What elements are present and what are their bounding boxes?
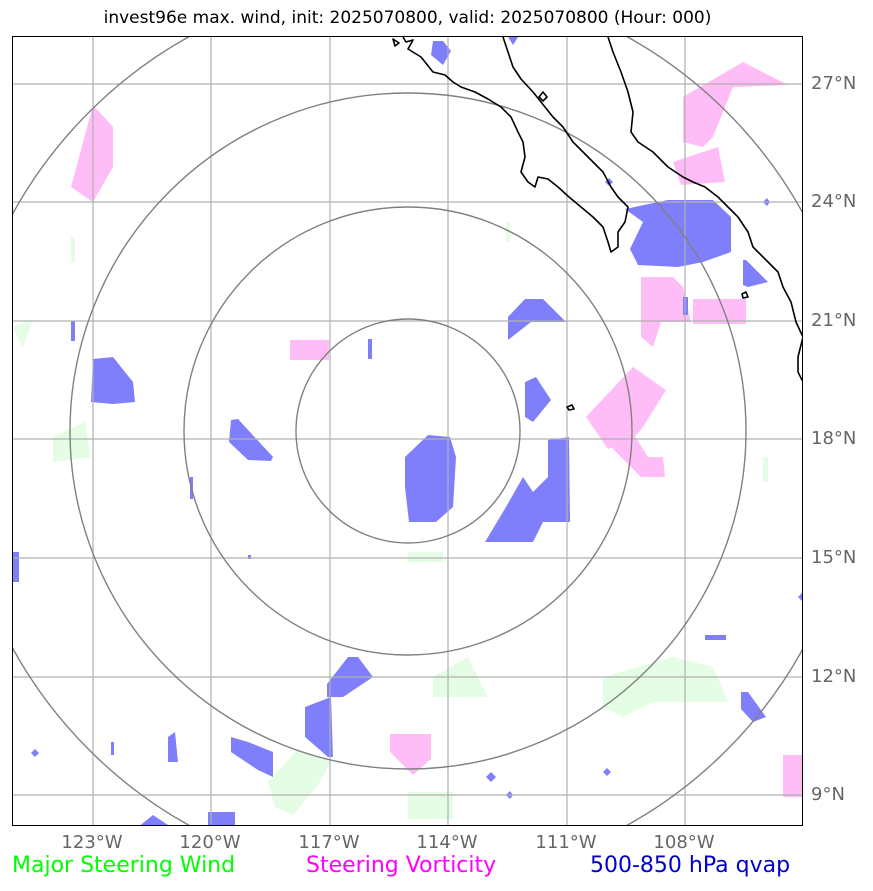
lat-label-12n: 12°N <box>811 666 857 687</box>
map-canvas <box>13 37 802 825</box>
coastline <box>392 37 802 411</box>
lat-label-27n: 27°N <box>811 73 857 94</box>
lon-label-117w: 117°W <box>298 832 360 853</box>
lon-label-123w: 123°W <box>61 832 123 853</box>
lon-label-114w: 114°W <box>416 832 478 853</box>
steering-vorticity-areas <box>71 62 802 797</box>
lat-label-18n: 18°N <box>811 428 857 449</box>
lon-label-120w: 120°W <box>179 832 241 853</box>
range-rings <box>13 37 802 825</box>
lat-label-21n: 21°N <box>811 310 857 331</box>
graticule <box>13 37 802 825</box>
steering-wind-areas <box>13 222 768 819</box>
lon-label-108w: 108°W <box>653 832 715 853</box>
chart-title: invest96e max. wind, init: 2025070800, v… <box>103 8 712 28</box>
map-frame <box>12 36 803 826</box>
qvap-areas <box>13 37 802 825</box>
lat-label-9n: 9°N <box>811 784 845 805</box>
legend-steering-wind: Major Steering Wind <box>12 853 236 878</box>
lat-label-24n: 24°N <box>811 191 857 212</box>
lat-label-15n: 15°N <box>811 547 857 568</box>
legend-qvap: 500-850 hPa qvap <box>590 853 791 878</box>
legend-steering-vorticity: Steering Vorticity <box>306 853 497 878</box>
lon-label-111w: 111°W <box>535 832 597 853</box>
